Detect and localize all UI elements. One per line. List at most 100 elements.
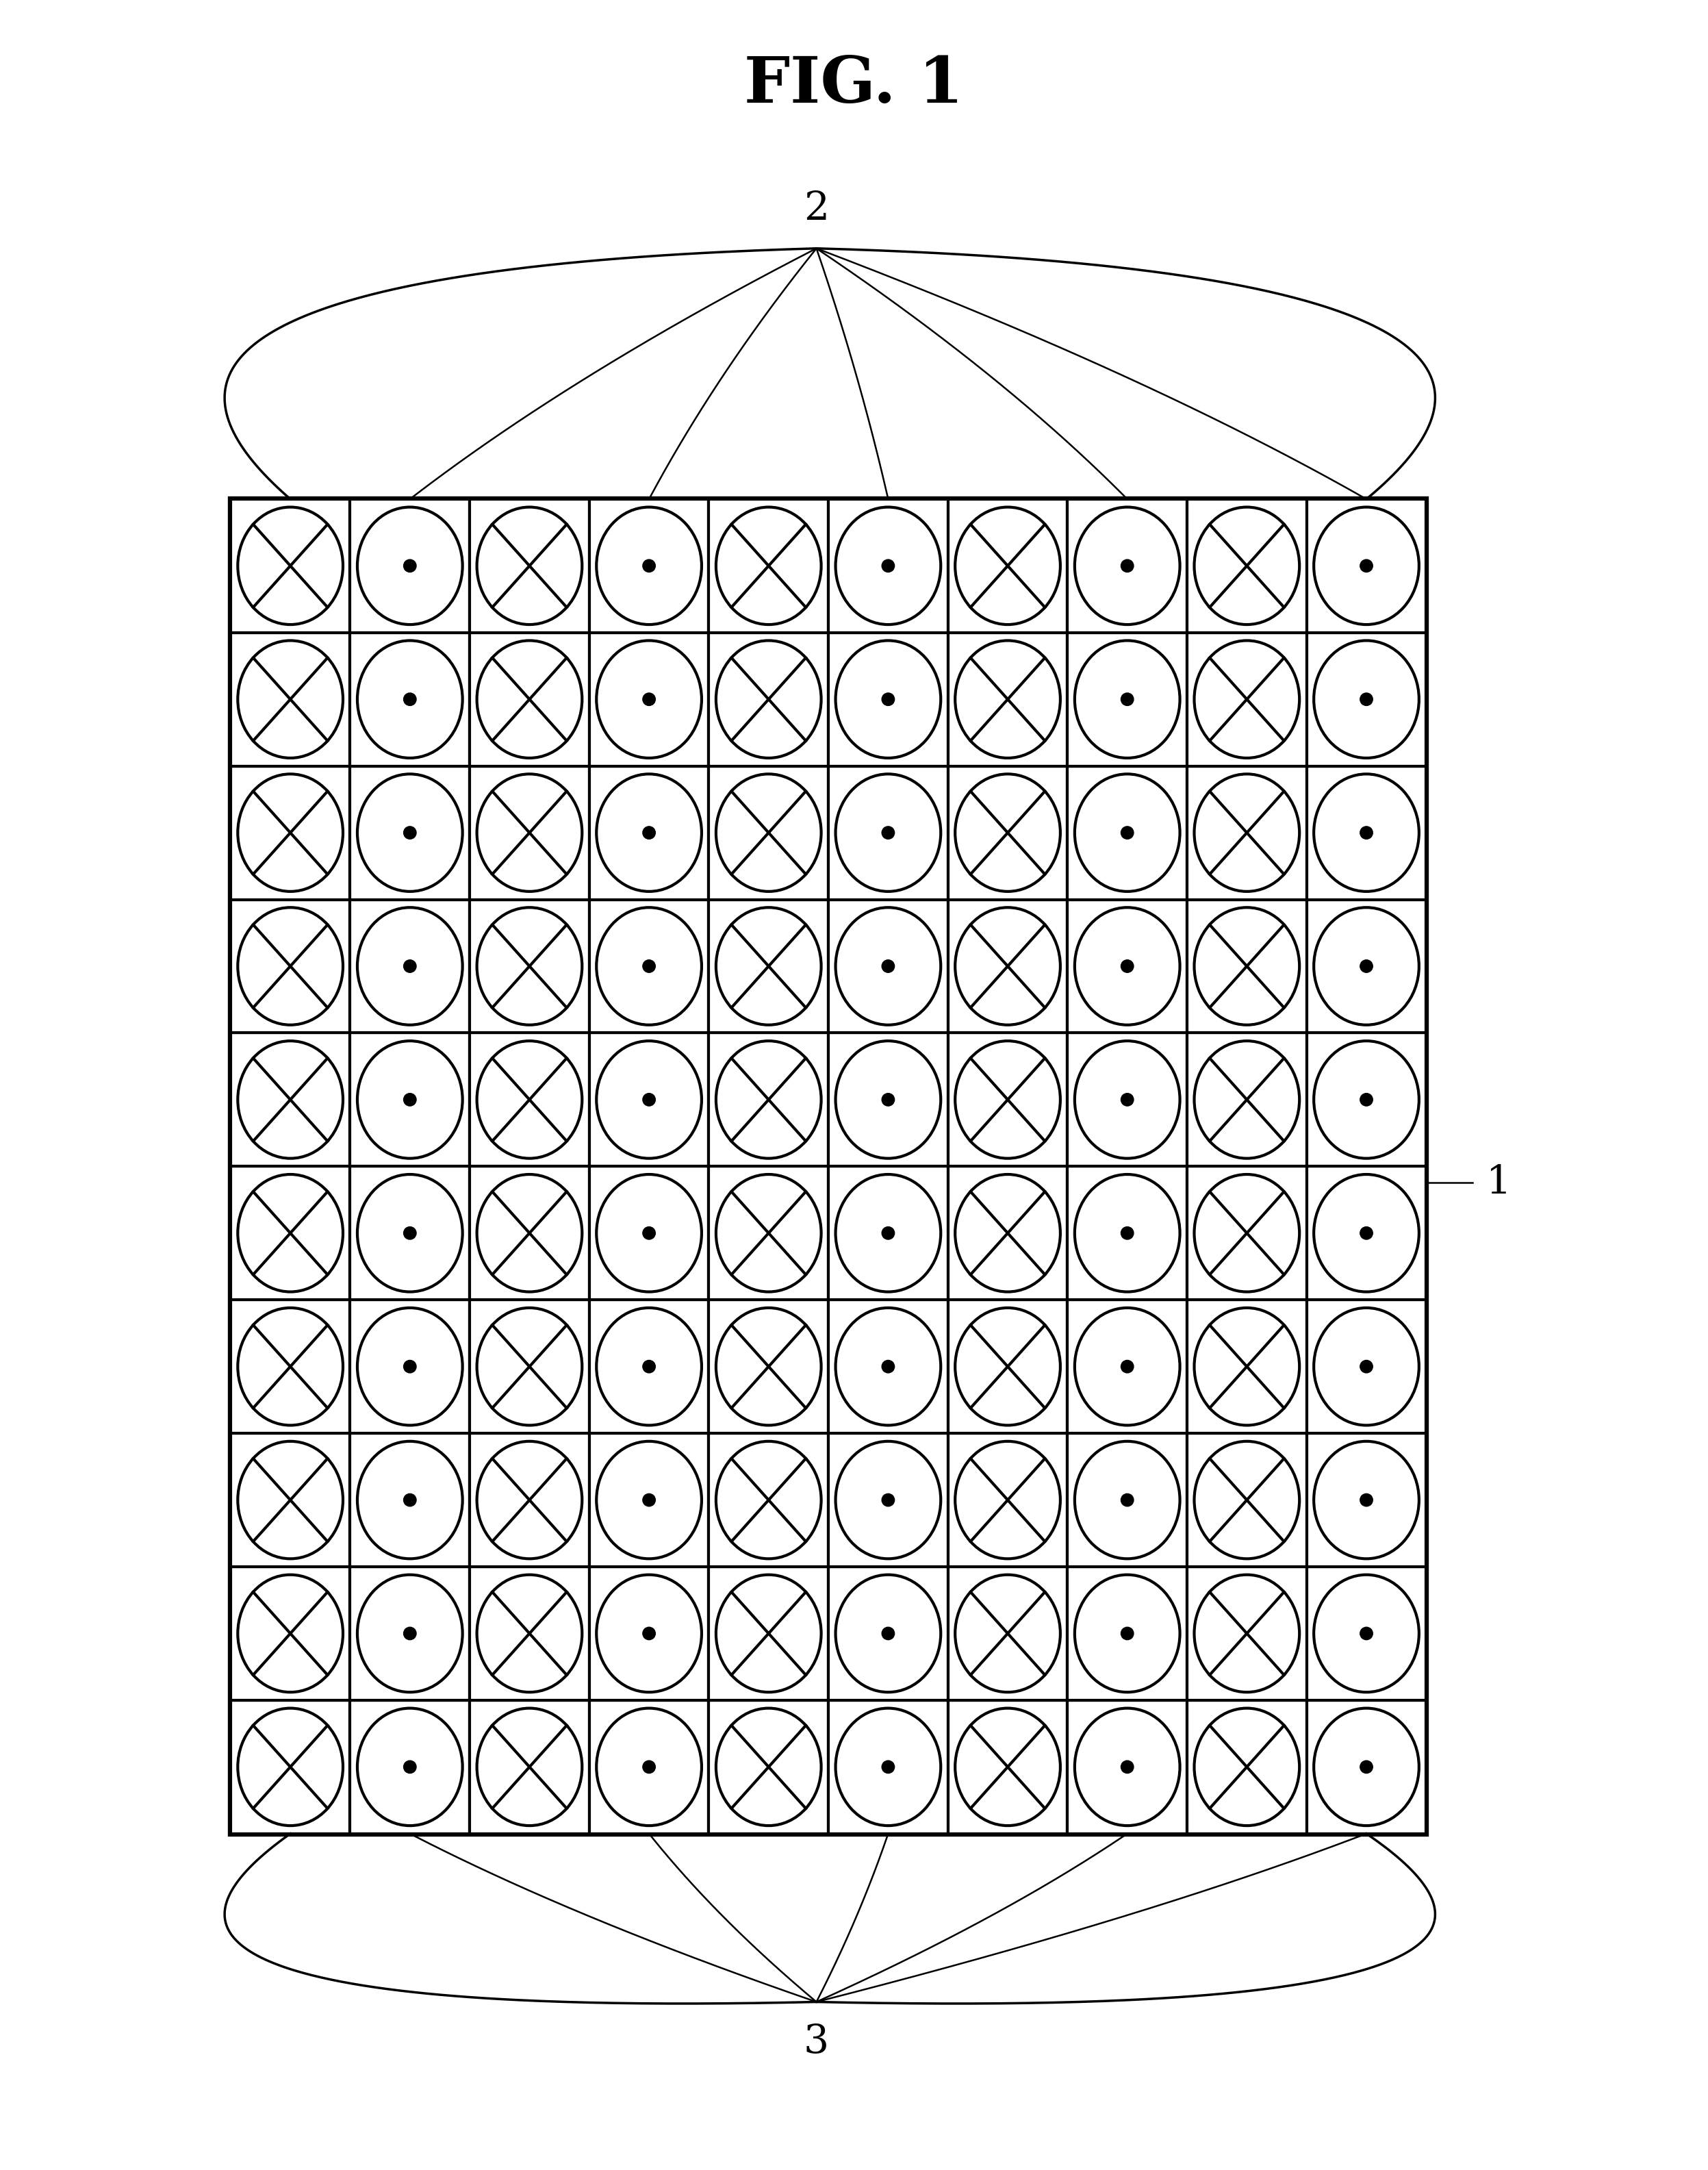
Bar (1307, 1167, 1426, 1300)
Circle shape (1360, 560, 1373, 573)
Bar (828, 901, 948, 1033)
Bar (948, 1567, 1068, 1701)
Bar (948, 1300, 1068, 1434)
Ellipse shape (716, 508, 822, 625)
Ellipse shape (237, 1042, 343, 1159)
Bar (589, 499, 709, 634)
Bar (231, 499, 1426, 1834)
Ellipse shape (357, 1042, 463, 1159)
Bar (1068, 901, 1187, 1033)
Circle shape (1120, 692, 1134, 705)
Bar (1068, 1701, 1187, 1834)
Ellipse shape (955, 1575, 1061, 1693)
Bar (231, 499, 350, 634)
Ellipse shape (596, 775, 702, 892)
Bar (1187, 1701, 1307, 1834)
Bar (948, 1167, 1068, 1300)
Bar (470, 1033, 589, 1167)
Bar (589, 634, 709, 766)
Bar (709, 1434, 828, 1567)
Ellipse shape (1194, 1042, 1300, 1159)
Bar (350, 1167, 470, 1300)
Ellipse shape (596, 508, 702, 625)
Ellipse shape (477, 1042, 582, 1159)
Ellipse shape (1074, 1309, 1180, 1426)
Ellipse shape (955, 1174, 1061, 1291)
Ellipse shape (835, 1042, 941, 1159)
Bar (948, 634, 1068, 766)
Circle shape (1360, 827, 1373, 840)
Ellipse shape (477, 775, 582, 892)
Ellipse shape (1194, 1708, 1300, 1825)
Bar (350, 1033, 470, 1167)
Ellipse shape (835, 1174, 941, 1291)
Ellipse shape (357, 1575, 463, 1693)
Ellipse shape (1194, 1174, 1300, 1291)
Ellipse shape (596, 1575, 702, 1693)
Bar (350, 1567, 470, 1701)
Ellipse shape (1074, 1042, 1180, 1159)
Ellipse shape (955, 508, 1061, 625)
Bar (948, 1033, 1068, 1167)
Circle shape (881, 827, 895, 840)
Bar (709, 1033, 828, 1167)
Ellipse shape (357, 640, 463, 757)
Ellipse shape (237, 1174, 343, 1291)
Bar (1068, 1300, 1187, 1434)
Bar (589, 1033, 709, 1167)
Ellipse shape (357, 1174, 463, 1291)
Circle shape (403, 560, 417, 573)
Bar (350, 766, 470, 901)
Bar (709, 499, 828, 634)
Bar (231, 1567, 350, 1701)
Bar (1307, 1300, 1426, 1434)
Bar (231, 634, 350, 766)
Bar (231, 1033, 350, 1167)
Bar (231, 766, 350, 901)
Ellipse shape (835, 1309, 941, 1426)
Bar (709, 1567, 828, 1701)
Ellipse shape (716, 1042, 822, 1159)
Circle shape (642, 959, 656, 972)
Bar (470, 634, 589, 766)
Ellipse shape (237, 907, 343, 1024)
Circle shape (1360, 1226, 1373, 1239)
Bar (1187, 1300, 1307, 1434)
Bar (1187, 766, 1307, 901)
Bar (709, 1300, 828, 1434)
Bar (948, 499, 1068, 634)
Ellipse shape (596, 640, 702, 757)
Ellipse shape (237, 1575, 343, 1693)
Bar (470, 1434, 589, 1567)
Circle shape (642, 1760, 656, 1773)
Bar (1307, 1701, 1426, 1834)
Ellipse shape (835, 640, 941, 757)
Circle shape (881, 1226, 895, 1239)
Ellipse shape (716, 775, 822, 892)
Circle shape (403, 959, 417, 972)
Circle shape (403, 1760, 417, 1773)
Bar (1307, 1033, 1426, 1167)
Bar (589, 766, 709, 901)
Circle shape (1120, 1226, 1134, 1239)
Ellipse shape (237, 1309, 343, 1426)
Ellipse shape (1074, 1575, 1180, 1693)
Bar (1307, 766, 1426, 901)
Bar (948, 1434, 1068, 1567)
Bar (1068, 766, 1187, 901)
Ellipse shape (716, 1708, 822, 1825)
Ellipse shape (1313, 1042, 1419, 1159)
Ellipse shape (835, 1441, 941, 1558)
Bar (828, 1300, 948, 1434)
Circle shape (881, 1361, 895, 1374)
Bar (1307, 901, 1426, 1033)
Circle shape (642, 1628, 656, 1641)
Text: 2: 2 (804, 189, 828, 228)
Circle shape (403, 1361, 417, 1374)
Bar (709, 1167, 828, 1300)
Ellipse shape (1194, 640, 1300, 757)
Circle shape (881, 1493, 895, 1506)
Ellipse shape (596, 907, 702, 1024)
Circle shape (1360, 1361, 1373, 1374)
Ellipse shape (596, 1708, 702, 1825)
